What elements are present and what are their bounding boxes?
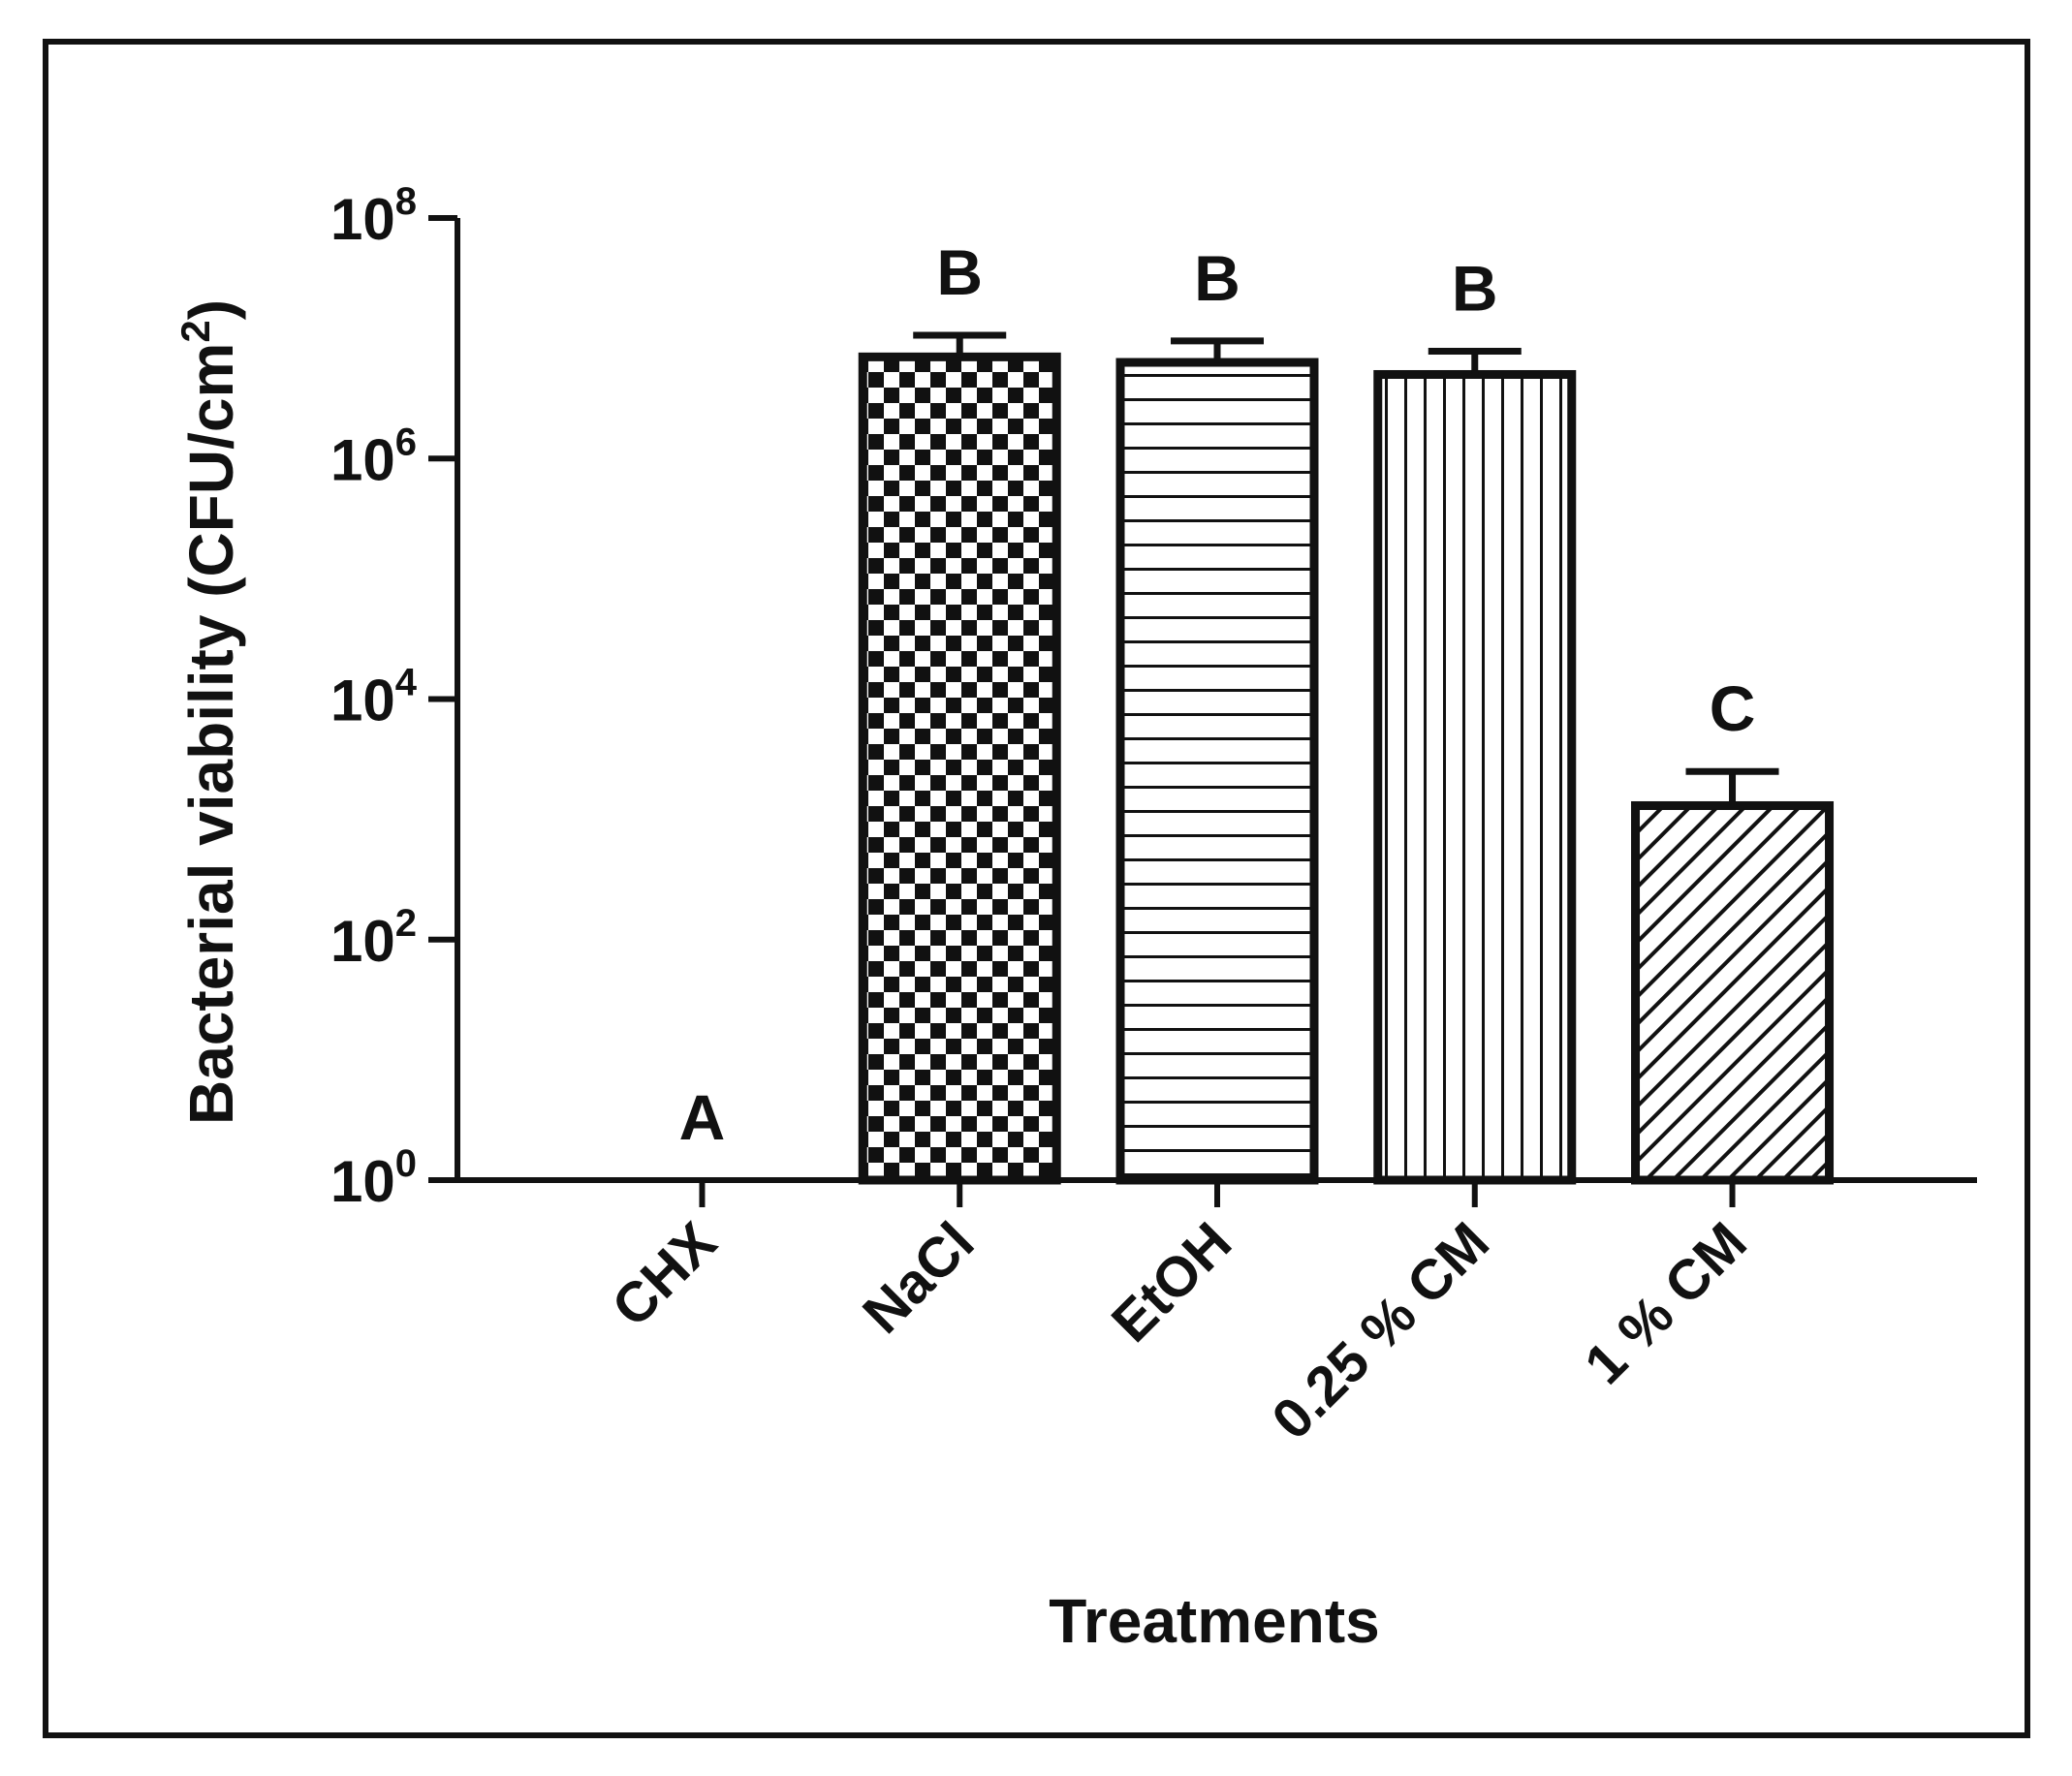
x-tick-label-etoh: EtOH [1100, 1210, 1243, 1354]
significance-letter-0-25-cm: B [1452, 253, 1498, 325]
bar-1-cm [1631, 800, 1835, 1185]
y-tick-label-8: 108 [330, 180, 417, 252]
figure-border [43, 39, 2030, 1738]
x-tick-label-chx: CHX [600, 1210, 729, 1339]
y-tick-label-6: 106 [330, 421, 417, 492]
y-ticks: 100 102 104 106 108 [330, 180, 457, 1214]
bar-nacl [858, 352, 1061, 1185]
y-axis-label-text: Bacterial viability (CFU/cm [176, 343, 246, 1125]
significance-letter-1-cm: C [1710, 672, 1756, 744]
x-tick-label-nacl: NaCl [851, 1210, 986, 1345]
significance-letters: A B B B C [679, 236, 1756, 1153]
y-tick-label-4: 104 [330, 662, 418, 733]
y-axis-label-suffix: ) [176, 299, 246, 320]
x-tick-label-1-cm: 1 % CM [1573, 1210, 1759, 1396]
x-ticks: CHX NaCl EtOH 0.25 % CM 1 % CM [600, 1180, 1759, 1451]
y-axis-label: Bacterial viability (CFU/cm2) [173, 299, 246, 1125]
y-tick-label-2: 102 [330, 902, 417, 974]
y-axis-label-superscript: 2 [173, 320, 218, 342]
x-axis-label: Treatments [1049, 1586, 1379, 1656]
bars-layer [858, 352, 1835, 1185]
y-tick-label-0: 100 [330, 1142, 417, 1214]
error-bars-layer [913, 331, 1779, 806]
significance-letter-nacl: B [936, 236, 983, 308]
x-tick-label-0-25-cm: 0.25 % CM [1260, 1210, 1501, 1451]
significance-letter-chx: A [679, 1081, 726, 1153]
bar-etoh [1115, 358, 1319, 1185]
significance-letter-etoh: B [1194, 242, 1240, 314]
bar-0-25-cm [1373, 369, 1577, 1185]
